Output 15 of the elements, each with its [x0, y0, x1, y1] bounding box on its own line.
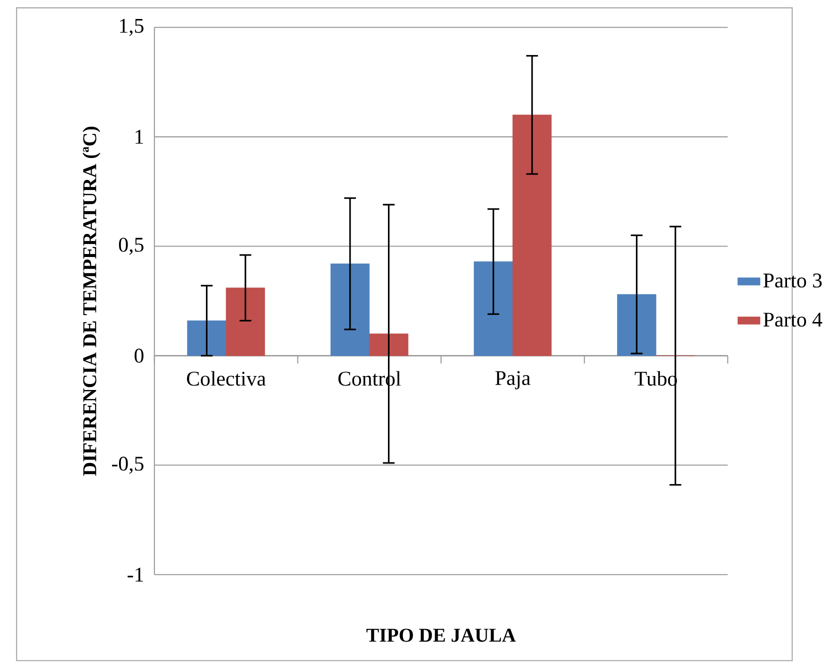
legend-label: Parto 3	[763, 273, 822, 288]
bar	[369, 333, 408, 356]
y-tick-label: 0	[134, 348, 144, 363]
y-tick-label: -1	[128, 568, 143, 582]
bar	[226, 287, 265, 356]
y-tick-label: -0,5	[112, 456, 144, 474]
x-tick-label: Paja	[495, 370, 530, 390]
x-tick-label: Colectiva	[186, 370, 266, 386]
y-tick-label: 1	[136, 130, 143, 144]
y-tick-label: 0,5	[118, 238, 144, 255]
y-tick-label: 1,5	[120, 18, 144, 36]
legend-label: Parto 4	[763, 312, 822, 326]
y-axis-title: DIFERENCIA DE TEMPERATURA (ªC)	[82, 126, 100, 476]
bar	[512, 114, 552, 356]
x-axis-title: TIPO DE JAULA	[366, 628, 516, 642]
